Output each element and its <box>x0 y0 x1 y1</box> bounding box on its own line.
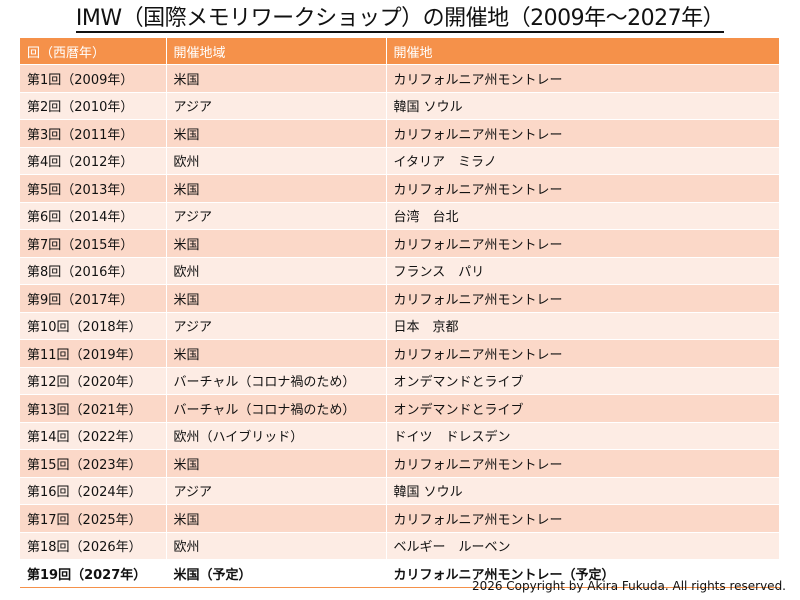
table-row: 第7回（2015年） 米国 カリフォルニア州モントレー <box>20 229 780 258</box>
cell-venue: 日本 京都 <box>386 312 780 340</box>
cell-session: 第3回（2011年） <box>20 119 167 148</box>
cell-session: 第8回（2016年） <box>20 257 167 285</box>
cell-venue: カリフォルニア州モントレー <box>386 174 780 203</box>
table-row: 第8回（2016年） 欧州 フランス パリ <box>20 257 780 285</box>
cell-venue: 韓国 ソウル <box>386 477 780 505</box>
cell-region: 米国 <box>166 64 387 93</box>
cell-venue: カリフォルニア州モントレー <box>386 504 780 533</box>
table-row: 第13回（2021年） バーチャル（コロナ禍のため） オンデマンドとライブ <box>20 394 780 423</box>
cell-region: アジア <box>166 92 387 120</box>
cell-venue: オンデマンドとライブ <box>386 367 780 395</box>
table-row: 第2回（2010年） アジア 韓国 ソウル <box>20 92 780 120</box>
cell-venue: ベルギー ルーベン <box>386 532 780 560</box>
cell-venue: カリフォルニア州モントレー <box>386 119 780 148</box>
cell-region: 米国（予定） <box>166 559 387 588</box>
cell-region: アジア <box>166 312 387 340</box>
cell-region: アジア <box>166 202 387 230</box>
cell-session: 第6回（2014年） <box>20 202 167 230</box>
table-row: 第18回（2026年） 欧州 ベルギー ルーベン <box>20 532 780 560</box>
table-row: 第5回（2013年） 米国 カリフォルニア州モントレー <box>20 174 780 203</box>
page-title-text: IMW（国際メモリワークショップ）の開催地（2009年～2027年） <box>75 6 725 33</box>
cell-venue: 台湾 台北 <box>386 202 780 230</box>
cell-venue: フランス パリ <box>386 257 780 285</box>
cell-session: 第9回（2017年） <box>20 284 167 313</box>
cell-session: 第4回（2012年） <box>20 147 167 175</box>
cell-session: 第15回（2023年） <box>20 449 167 478</box>
cell-region: バーチャル（コロナ禍のため） <box>166 367 387 395</box>
cell-region: バーチャル（コロナ禍のため） <box>166 394 387 423</box>
cell-region: 米国 <box>166 119 387 148</box>
table-row: 第11回（2019年） 米国 カリフォルニア州モントレー <box>20 339 780 368</box>
cell-venue: カリフォルニア州モントレー（予定） <box>386 559 780 588</box>
cell-region: 欧州 <box>166 257 387 285</box>
page-title: IMW（国際メモリワークショップ）の開催地（2009年～2027年） <box>0 4 800 34</box>
cell-region: 米国 <box>166 339 387 368</box>
cell-session: 第1回（2009年） <box>20 64 167 93</box>
table-row: 第16回（2024年） アジア 韓国 ソウル <box>20 477 780 505</box>
cell-region: 米国 <box>166 504 387 533</box>
cell-region: 欧州 <box>166 532 387 560</box>
table-row: 第17回（2025年） 米国 カリフォルニア州モントレー <box>20 504 780 533</box>
cell-session: 第13回（2021年） <box>20 394 167 423</box>
cell-venue: カリフォルニア州モントレー <box>386 339 780 368</box>
table-row: 第14回（2022年） 欧州（ハイブリッド） ドイツ ドレスデン <box>20 422 780 450</box>
cell-venue: オンデマンドとライブ <box>386 394 780 423</box>
cell-region: 欧州 <box>166 147 387 175</box>
cell-session: 第17回（2025年） <box>20 504 167 533</box>
cell-session: 第5回（2013年） <box>20 174 167 203</box>
cell-region: 欧州（ハイブリッド） <box>166 422 387 450</box>
cell-session: 第18回（2026年） <box>20 532 167 560</box>
table-row: 第4回（2012年） 欧州 イタリア ミラノ <box>20 147 780 175</box>
cell-region: 米国 <box>166 174 387 203</box>
cell-session: 第19回（2027年） <box>20 559 167 588</box>
table-row: 第10回（2018年） アジア 日本 京都 <box>20 312 780 340</box>
cell-venue: カリフォルニア州モントレー <box>386 229 780 258</box>
venue-table: 回（西暦年） 開催地域 開催地 第1回（2009年） 米国 カリフォルニア州モン… <box>20 38 780 588</box>
table-row: 第6回（2014年） アジア 台湾 台北 <box>20 202 780 230</box>
cell-session: 第10回（2018年） <box>20 312 167 340</box>
cell-venue: イタリア ミラノ <box>386 147 780 175</box>
header-region: 開催地域 <box>166 38 387 65</box>
cell-session: 第12回（2020年） <box>20 367 167 395</box>
table-header-row: 回（西暦年） 開催地域 開催地 <box>20 38 780 65</box>
table-row: 第1回（2009年） 米国 カリフォルニア州モントレー <box>20 64 780 93</box>
cell-region: アジア <box>166 477 387 505</box>
table-row-planned: 第19回（2027年） 米国（予定） カリフォルニア州モントレー（予定） <box>20 559 780 588</box>
cell-venue: ドイツ ドレスデン <box>386 422 780 450</box>
header-venue: 開催地 <box>386 38 780 65</box>
table-row: 第15回（2023年） 米国 カリフォルニア州モントレー <box>20 449 780 478</box>
cell-venue: カリフォルニア州モントレー <box>386 449 780 478</box>
header-session: 回（西暦年） <box>20 38 167 65</box>
cell-region: 米国 <box>166 284 387 313</box>
cell-venue: 韓国 ソウル <box>386 92 780 120</box>
table-row: 第12回（2020年） バーチャル（コロナ禍のため） オンデマンドとライブ <box>20 367 780 395</box>
table-row: 第3回（2011年） 米国 カリフォルニア州モントレー <box>20 119 780 148</box>
table-row: 第9回（2017年） 米国 カリフォルニア州モントレー <box>20 284 780 313</box>
copyright-notice: 2026 Copyright by Akira Fukuda. All righ… <box>471 579 786 593</box>
cell-session: 第2回（2010年） <box>20 92 167 120</box>
cell-session: 第16回（2024年） <box>20 477 167 505</box>
cell-session: 第14回（2022年） <box>20 422 167 450</box>
cell-region: 米国 <box>166 449 387 478</box>
cell-venue: カリフォルニア州モントレー <box>386 64 780 93</box>
cell-venue: カリフォルニア州モントレー <box>386 284 780 313</box>
cell-session: 第7回（2015年） <box>20 229 167 258</box>
cell-region: 米国 <box>166 229 387 258</box>
cell-session: 第11回（2019年） <box>20 339 167 368</box>
